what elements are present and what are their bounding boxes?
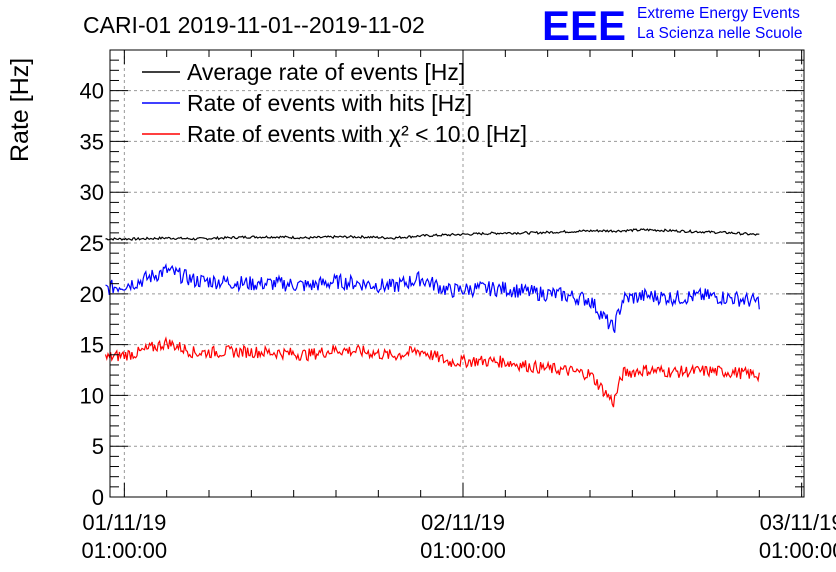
legend-label-0: Average rate of events [Hz]: [187, 59, 465, 85]
chart-title: CARI-01 2019-11-01--2019-11-02: [83, 12, 425, 38]
x-tick-time-label: 01:00:00: [82, 538, 168, 563]
series-line-1: [105, 263, 760, 333]
series-layer: [104, 228, 760, 408]
legend-label-2: Rate of events with χ² < 10.0 [Hz]: [187, 121, 527, 147]
x-axis: 01/11/19 01:00:00 02/11/19 01:00:00 03/11/19…: [82, 50, 836, 563]
eee-logo-line1: Extreme Energy Events: [637, 5, 800, 22]
y-tick-label: 15: [80, 333, 104, 358]
y-tick-label: 20: [80, 282, 104, 307]
y-tick-label: 0: [92, 485, 104, 510]
y-tick-label: 30: [80, 180, 104, 205]
y-tick-label: 35: [80, 129, 104, 154]
eee-logo-line2: La Scienza nelle Scuole: [637, 25, 802, 42]
x-tick-time-label: 01:00:00: [420, 538, 506, 563]
eee-logo: EEE Extreme Energy Events La Scienza nel…: [542, 2, 802, 49]
y-tick-label: 10: [80, 383, 104, 408]
x-tick-date-label: 01/11/19: [82, 510, 166, 535]
y-tick-label: 25: [80, 231, 104, 256]
x-tick-date-label: 03/11/19: [760, 510, 836, 535]
eee-logo-mark: EEE: [542, 2, 626, 49]
legend: Average rate of events [Hz] Rate of event…: [142, 59, 527, 147]
x-tick-time-label: 01:00:00: [759, 538, 836, 563]
y-axis-label: Rate [Hz]: [6, 58, 34, 162]
plot-frame: [109, 49, 805, 498]
series-line-2: [104, 336, 760, 408]
y-tick-label: 5: [92, 434, 104, 459]
legend-label-1: Rate of events with hits [Hz]: [187, 90, 472, 116]
grid: [110, 50, 804, 497]
y-tick-label: 40: [80, 79, 104, 104]
y-axis: 0 5 10 15 20 25 30 35 40: [80, 49, 804, 510]
x-tick-date-label: 02/11/19: [421, 510, 505, 535]
series-line-0: [105, 228, 760, 241]
